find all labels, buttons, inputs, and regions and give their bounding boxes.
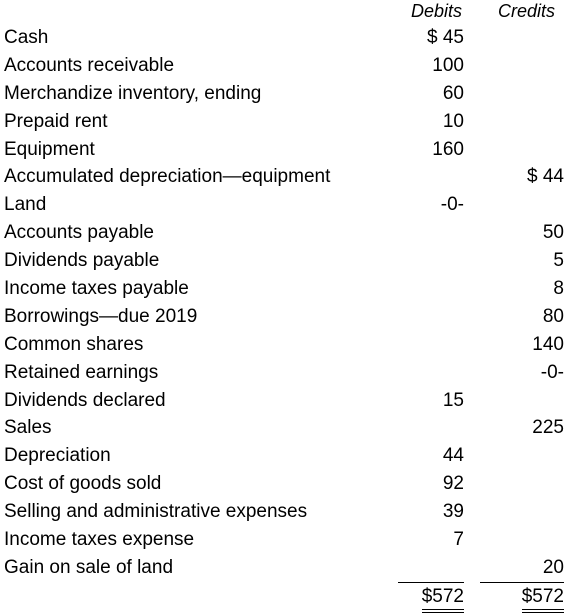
account-name: Sales <box>4 417 52 439</box>
account-row: Cost of goods sold 92 <box>0 470 566 498</box>
debit-amount: 60 <box>442 82 464 104</box>
account-name: Dividends payable <box>4 250 160 272</box>
debit-amount: 44 <box>442 445 464 467</box>
debit-amount: 10 <box>442 110 464 132</box>
credit-total: $572 <box>521 585 564 613</box>
account-row: Selling and administrative expenses 39 <box>0 498 566 526</box>
account-name: Gain on sale of land <box>4 556 174 578</box>
credit-amount: 5 <box>553 250 564 272</box>
debit-total-cell: $572 <box>398 581 464 613</box>
account-name: Borrowings—due 2019 <box>4 305 198 327</box>
account-row: Retained earnings -0- <box>0 359 566 387</box>
account-row: Depreciation 44 <box>0 442 566 470</box>
account-row: Gain on sale of land 20 <box>0 554 566 582</box>
account-row: Cash $ 45 <box>0 24 566 52</box>
credit-amount: 80 <box>542 305 564 327</box>
account-name: Merchandize inventory, ending <box>4 82 262 104</box>
debit-total: $572 <box>421 585 464 613</box>
account-row: Common shares 140 <box>0 331 566 359</box>
account-row: Dividends payable 5 <box>0 247 566 275</box>
account-name: Cash <box>4 27 49 48</box>
account-row: Accumulated depreciation—equipment $ 44 <box>0 163 566 191</box>
account-row: Land -0- <box>0 191 566 219</box>
account-name: Common shares <box>4 333 144 355</box>
debit-amount: 15 <box>442 389 464 411</box>
account-rows: Cash $ 45 Accounts receivable 100 Merchandiz… <box>0 24 566 582</box>
debit-amount: 92 <box>442 473 464 495</box>
account-row: Prepaid rent 10 <box>0 108 566 136</box>
account-name: Cost of goods sold <box>4 473 162 495</box>
debit-amount: -0- <box>440 194 464 216</box>
credit-total-cell: $572 <box>480 581 564 613</box>
account-name: Retained earnings <box>4 361 159 383</box>
debit-amount: 39 <box>442 501 464 523</box>
totals-row: $572 $572 <box>0 581 566 613</box>
account-name: Prepaid rent <box>4 110 108 132</box>
account-name: Selling and administrative expenses <box>4 501 308 523</box>
account-name: Accounts receivable <box>4 54 175 76</box>
credit-amount: 20 <box>542 556 564 578</box>
credit-amount: 50 <box>542 222 564 244</box>
account-name: Depreciation <box>4 445 111 467</box>
credit-amount: $ 44 <box>527 166 564 188</box>
credit-amount: 8 <box>553 278 564 300</box>
account-name: Equipment <box>4 138 95 160</box>
account-name: Income taxes payable <box>4 278 189 300</box>
account-row: Accounts receivable 100 <box>0 52 566 80</box>
credit-amount: 140 <box>532 333 564 355</box>
account-name: Accumulated depreciation—equipment <box>4 166 331 188</box>
account-row: Dividends declared 15 <box>0 387 566 415</box>
debit-amount: 160 <box>432 138 464 160</box>
account-row: Equipment 160 <box>0 136 566 164</box>
credit-amount: -0- <box>540 361 564 383</box>
account-name: Accounts payable <box>4 222 154 244</box>
account-row: Sales 225 <box>0 414 566 442</box>
account-row: Income taxes expense 7 <box>0 526 566 554</box>
account-name: Income taxes expense <box>4 529 195 551</box>
account-name: Land <box>4 194 47 216</box>
account-row: Merchandize inventory, ending 60 <box>0 80 566 108</box>
debit-amount: $ 45 <box>427 27 464 48</box>
debit-amount: 7 <box>453 529 464 551</box>
debits-column-header: Debits <box>410 1 462 21</box>
account-name: Dividends declared <box>4 389 166 411</box>
account-row: Income taxes payable 8 <box>0 275 566 303</box>
credit-amount: 225 <box>532 417 564 439</box>
account-row: Borrowings—due 2019 80 <box>0 303 566 331</box>
account-row: Accounts payable 50 <box>0 219 566 247</box>
column-header-row: Debits Credits <box>0 0 566 24</box>
debit-amount: 100 <box>432 54 464 76</box>
credits-column-header: Credits <box>497 1 555 21</box>
